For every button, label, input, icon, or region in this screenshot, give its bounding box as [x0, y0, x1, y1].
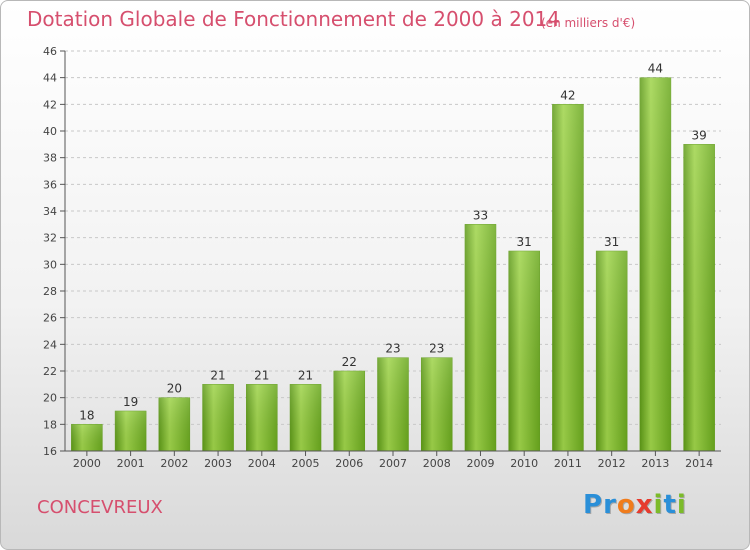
value-label-2004: 21 [254, 368, 269, 382]
proxiti-logo: Proxiti [583, 490, 687, 520]
logo-letter: i [653, 490, 664, 520]
value-label-2011: 42 [560, 88, 575, 102]
bar-shade-2001 [115, 411, 147, 451]
value-label-2007: 23 [385, 342, 400, 356]
value-label-2002: 20 [167, 382, 182, 396]
logo-letter: t [663, 490, 677, 520]
y-tick-label: 28 [43, 285, 57, 298]
logo-letter: x [635, 490, 654, 520]
y-tick-label: 34 [43, 205, 57, 218]
x-tick-label-2014: 2014 [685, 457, 713, 470]
value-label-2008: 23 [429, 342, 444, 356]
y-tick-label: 40 [43, 125, 57, 138]
x-tick-label-2012: 2012 [598, 457, 626, 470]
bar-shade-2013 [639, 77, 671, 452]
y-tick-label: 24 [43, 338, 57, 351]
x-tick-label-2010: 2010 [510, 457, 538, 470]
bar-shade-2008 [421, 357, 453, 451]
y-tick-label: 30 [43, 258, 57, 271]
logo-letter: i [676, 490, 687, 520]
value-label-2000: 18 [79, 408, 94, 422]
x-tick-label-2008: 2008 [423, 457, 451, 470]
x-tick-label-2001: 2001 [117, 457, 145, 470]
bar-shade-2003 [202, 384, 234, 451]
logo-letter: P [583, 490, 604, 520]
bar-shade-2006 [333, 371, 365, 451]
y-tick-label: 16 [43, 445, 57, 458]
x-tick-label-2004: 2004 [248, 457, 276, 470]
x-tick-label-2013: 2013 [641, 457, 669, 470]
x-tick-label-2000: 2000 [73, 457, 101, 470]
x-tick-label-2003: 2003 [204, 457, 232, 470]
x-tick-label-2002: 2002 [160, 457, 188, 470]
y-tick-label: 20 [43, 392, 57, 405]
bar-shade-2000 [71, 424, 103, 451]
x-tick-label-2007: 2007 [379, 457, 407, 470]
value-label-2014: 39 [691, 128, 706, 142]
y-tick-label: 18 [43, 418, 57, 431]
bar-shade-2014 [683, 144, 715, 452]
value-label-2009: 33 [473, 208, 488, 222]
value-label-2003: 21 [210, 368, 225, 382]
value-label-2013: 44 [648, 62, 663, 76]
y-tick-label: 22 [43, 365, 57, 378]
bar-shade-2005 [290, 384, 322, 451]
value-label-2010: 31 [517, 235, 532, 249]
value-label-2005: 21 [298, 368, 313, 382]
logo-letter: o [616, 490, 636, 520]
chart-title: Dotation Globale de Fonctionnement de 20… [27, 7, 560, 31]
y-tick-label: 44 [43, 72, 57, 85]
bar-shade-2007 [377, 357, 409, 451]
x-tick-label-2005: 2005 [292, 457, 320, 470]
bar-shade-2002 [158, 397, 190, 451]
bar-shade-2010 [508, 251, 540, 451]
bar-shade-2011 [552, 104, 584, 451]
x-tick-label-2006: 2006 [335, 457, 363, 470]
y-tick-label: 26 [43, 312, 57, 325]
y-tick-label: 38 [43, 152, 57, 165]
x-tick-label-2011: 2011 [554, 457, 582, 470]
bar-shade-2009 [464, 224, 496, 451]
bar-shade-2012 [596, 251, 628, 451]
chart-subtitle: (en milliers d'€) [541, 16, 636, 30]
value-label-2012: 31 [604, 235, 619, 249]
y-tick-label: 36 [43, 178, 57, 191]
x-tick-label-2009: 2009 [466, 457, 494, 470]
y-tick-label: 42 [43, 98, 57, 111]
y-tick-label: 32 [43, 232, 57, 245]
value-label-2006: 22 [342, 355, 357, 369]
logo-letter: r [603, 490, 617, 520]
bar-shade-2004 [246, 384, 278, 451]
commune-name: CONCEVREUX [37, 497, 163, 518]
value-label-2001: 19 [123, 395, 138, 409]
y-tick-label: 46 [43, 45, 57, 58]
